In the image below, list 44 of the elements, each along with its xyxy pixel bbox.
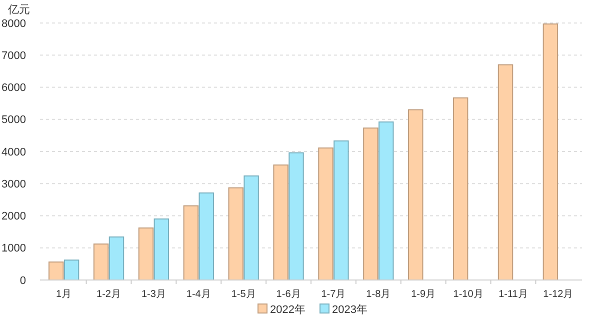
bar xyxy=(273,164,288,280)
bar xyxy=(138,227,154,280)
bar xyxy=(64,260,80,280)
x-tick-label: 1-12月 xyxy=(543,289,574,300)
legend-label: 2023年 xyxy=(332,304,368,316)
bar xyxy=(244,175,259,280)
bar xyxy=(408,109,424,280)
bar xyxy=(93,244,109,280)
bar xyxy=(452,97,468,280)
x-tick-label: 1-11月 xyxy=(498,289,528,300)
x-tick-label: 1-3月 xyxy=(141,289,166,300)
y-tick-label: 8000 xyxy=(2,18,26,30)
bar xyxy=(48,262,64,280)
y-tick-label: 2000 xyxy=(2,210,26,223)
bar xyxy=(183,205,199,280)
y-tick-label: 3000 xyxy=(2,178,26,190)
y-tick-label: 0 xyxy=(20,274,26,287)
bar xyxy=(363,128,378,280)
y-tick-label: 7000 xyxy=(2,50,26,62)
x-tick-label: 1-6月 xyxy=(276,289,301,300)
x-tick-label: 1-5月 xyxy=(231,289,256,300)
y-tick-label: 6000 xyxy=(2,82,26,94)
y-tick-label: 5000 xyxy=(2,114,26,126)
x-tick-label: 1-7月 xyxy=(321,289,346,300)
x-tick-label: 1月 xyxy=(56,289,72,300)
bar xyxy=(498,64,514,280)
x-tick-label: 1-4月 xyxy=(186,289,211,300)
y-axis-title: 亿元 xyxy=(7,4,30,16)
bar xyxy=(108,236,124,280)
bar xyxy=(288,152,304,280)
bar xyxy=(154,218,170,280)
bar xyxy=(198,192,214,280)
x-tick-label: 1-2月 xyxy=(96,289,121,300)
bar xyxy=(318,147,334,280)
bar xyxy=(334,140,349,280)
y-tick-label: 1000 xyxy=(2,242,26,255)
x-tick-label: 1-8月 xyxy=(366,289,391,300)
y-tick-label: 4000 xyxy=(2,146,26,158)
bar xyxy=(228,187,244,280)
legend-label: 2022年 xyxy=(270,304,306,316)
bar xyxy=(542,23,558,280)
bar xyxy=(378,121,394,280)
x-tick-label: 1-9月 xyxy=(411,289,436,300)
x-tick-label: 1-10月 xyxy=(453,289,484,300)
